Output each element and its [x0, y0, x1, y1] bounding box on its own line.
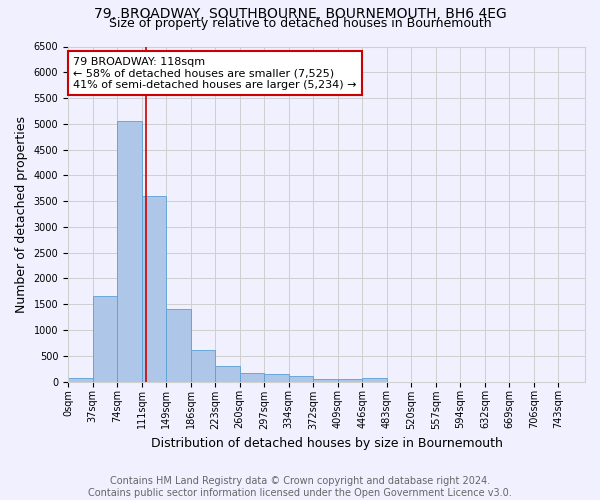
Text: Size of property relative to detached houses in Bournemouth: Size of property relative to detached ho… [109, 16, 491, 30]
Bar [92, 296, 117, 382]
X-axis label: Distribution of detached houses by size in Bournemouth: Distribution of detached houses by size … [151, 437, 502, 450]
Bar [166, 310, 191, 382]
Text: 79, BROADWAY, SOUTHBOURNE, BOURNEMOUTH, BH6 4EG: 79, BROADWAY, SOUTHBOURNE, BOURNEMOUTH, … [94, 8, 506, 22]
Bar [215, 366, 239, 382]
Bar [191, 350, 215, 382]
Text: 79 BROADWAY: 118sqm
← 58% of detached houses are smaller (7,525)
41% of semi-det: 79 BROADWAY: 118sqm ← 58% of detached ho… [73, 56, 356, 90]
Bar [313, 379, 338, 382]
Bar [117, 121, 142, 382]
Text: Contains HM Land Registry data © Crown copyright and database right 2024.
Contai: Contains HM Land Registry data © Crown c… [88, 476, 512, 498]
Bar [68, 378, 92, 382]
Bar [338, 380, 362, 382]
Bar [264, 374, 289, 382]
Bar [362, 378, 387, 382]
Bar [289, 376, 313, 382]
Bar [142, 196, 166, 382]
Y-axis label: Number of detached properties: Number of detached properties [15, 116, 28, 312]
Bar [239, 374, 264, 382]
